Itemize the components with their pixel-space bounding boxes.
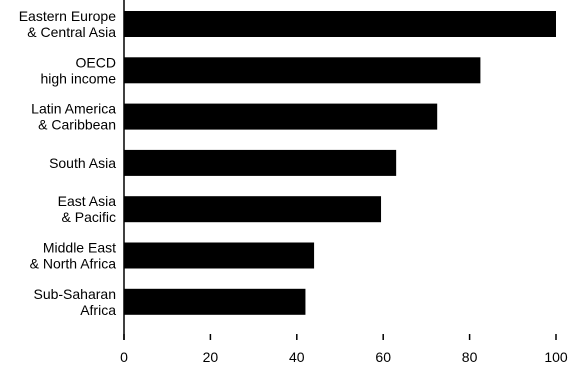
x-tick-label-1: 20 <box>203 349 219 365</box>
x-axis-ticks: 0 20 40 60 80 100 <box>120 334 568 365</box>
category-label-line: OECD <box>76 54 116 70</box>
category-label-line: South Asia <box>49 155 116 171</box>
category-label-line: Eastern Europe <box>19 8 116 24</box>
category-label-line: Middle East <box>43 240 116 256</box>
bars-group <box>124 11 556 315</box>
category-label-3: South Asia <box>49 155 116 171</box>
bar-4 <box>124 196 382 223</box>
bar-5 <box>124 242 315 269</box>
category-label-0: Eastern Europe & Central Asia <box>19 8 117 40</box>
category-label-line: high income <box>41 70 117 86</box>
x-tick-label-3: 60 <box>375 349 391 365</box>
bar-3 <box>124 149 397 176</box>
category-label-line: East Asia <box>58 193 117 209</box>
category-label-2: Latin America & Caribbean <box>31 101 116 133</box>
category-label-line: Africa <box>80 302 116 318</box>
category-label-line: Sub-Saharan <box>33 286 116 302</box>
bar-2 <box>124 103 438 130</box>
category-label-line: & North Africa <box>30 256 117 272</box>
category-label-line: & Pacific <box>62 209 116 225</box>
x-tick-label-4: 80 <box>462 349 478 365</box>
category-label-5: Middle East & North Africa <box>30 240 117 272</box>
bar-0 <box>124 11 556 37</box>
category-label-line: Latin America <box>31 101 116 117</box>
category-label-1: OECD high income <box>41 54 117 86</box>
x-tick-label-2: 40 <box>289 349 305 365</box>
bar-1 <box>124 57 481 84</box>
category-label-4: East Asia & Pacific <box>58 193 117 225</box>
category-label-line: & Central Asia <box>27 24 116 40</box>
category-labels: Eastern Europe & Central Asia OECD high inc… <box>19 8 117 318</box>
category-label-line: & Caribbean <box>38 117 116 133</box>
x-tick-label-5: 100 <box>544 349 568 365</box>
category-label-6: Sub-Saharan Africa <box>33 286 116 318</box>
x-tick-label-0: 0 <box>120 349 128 365</box>
bar-6 <box>124 288 306 315</box>
